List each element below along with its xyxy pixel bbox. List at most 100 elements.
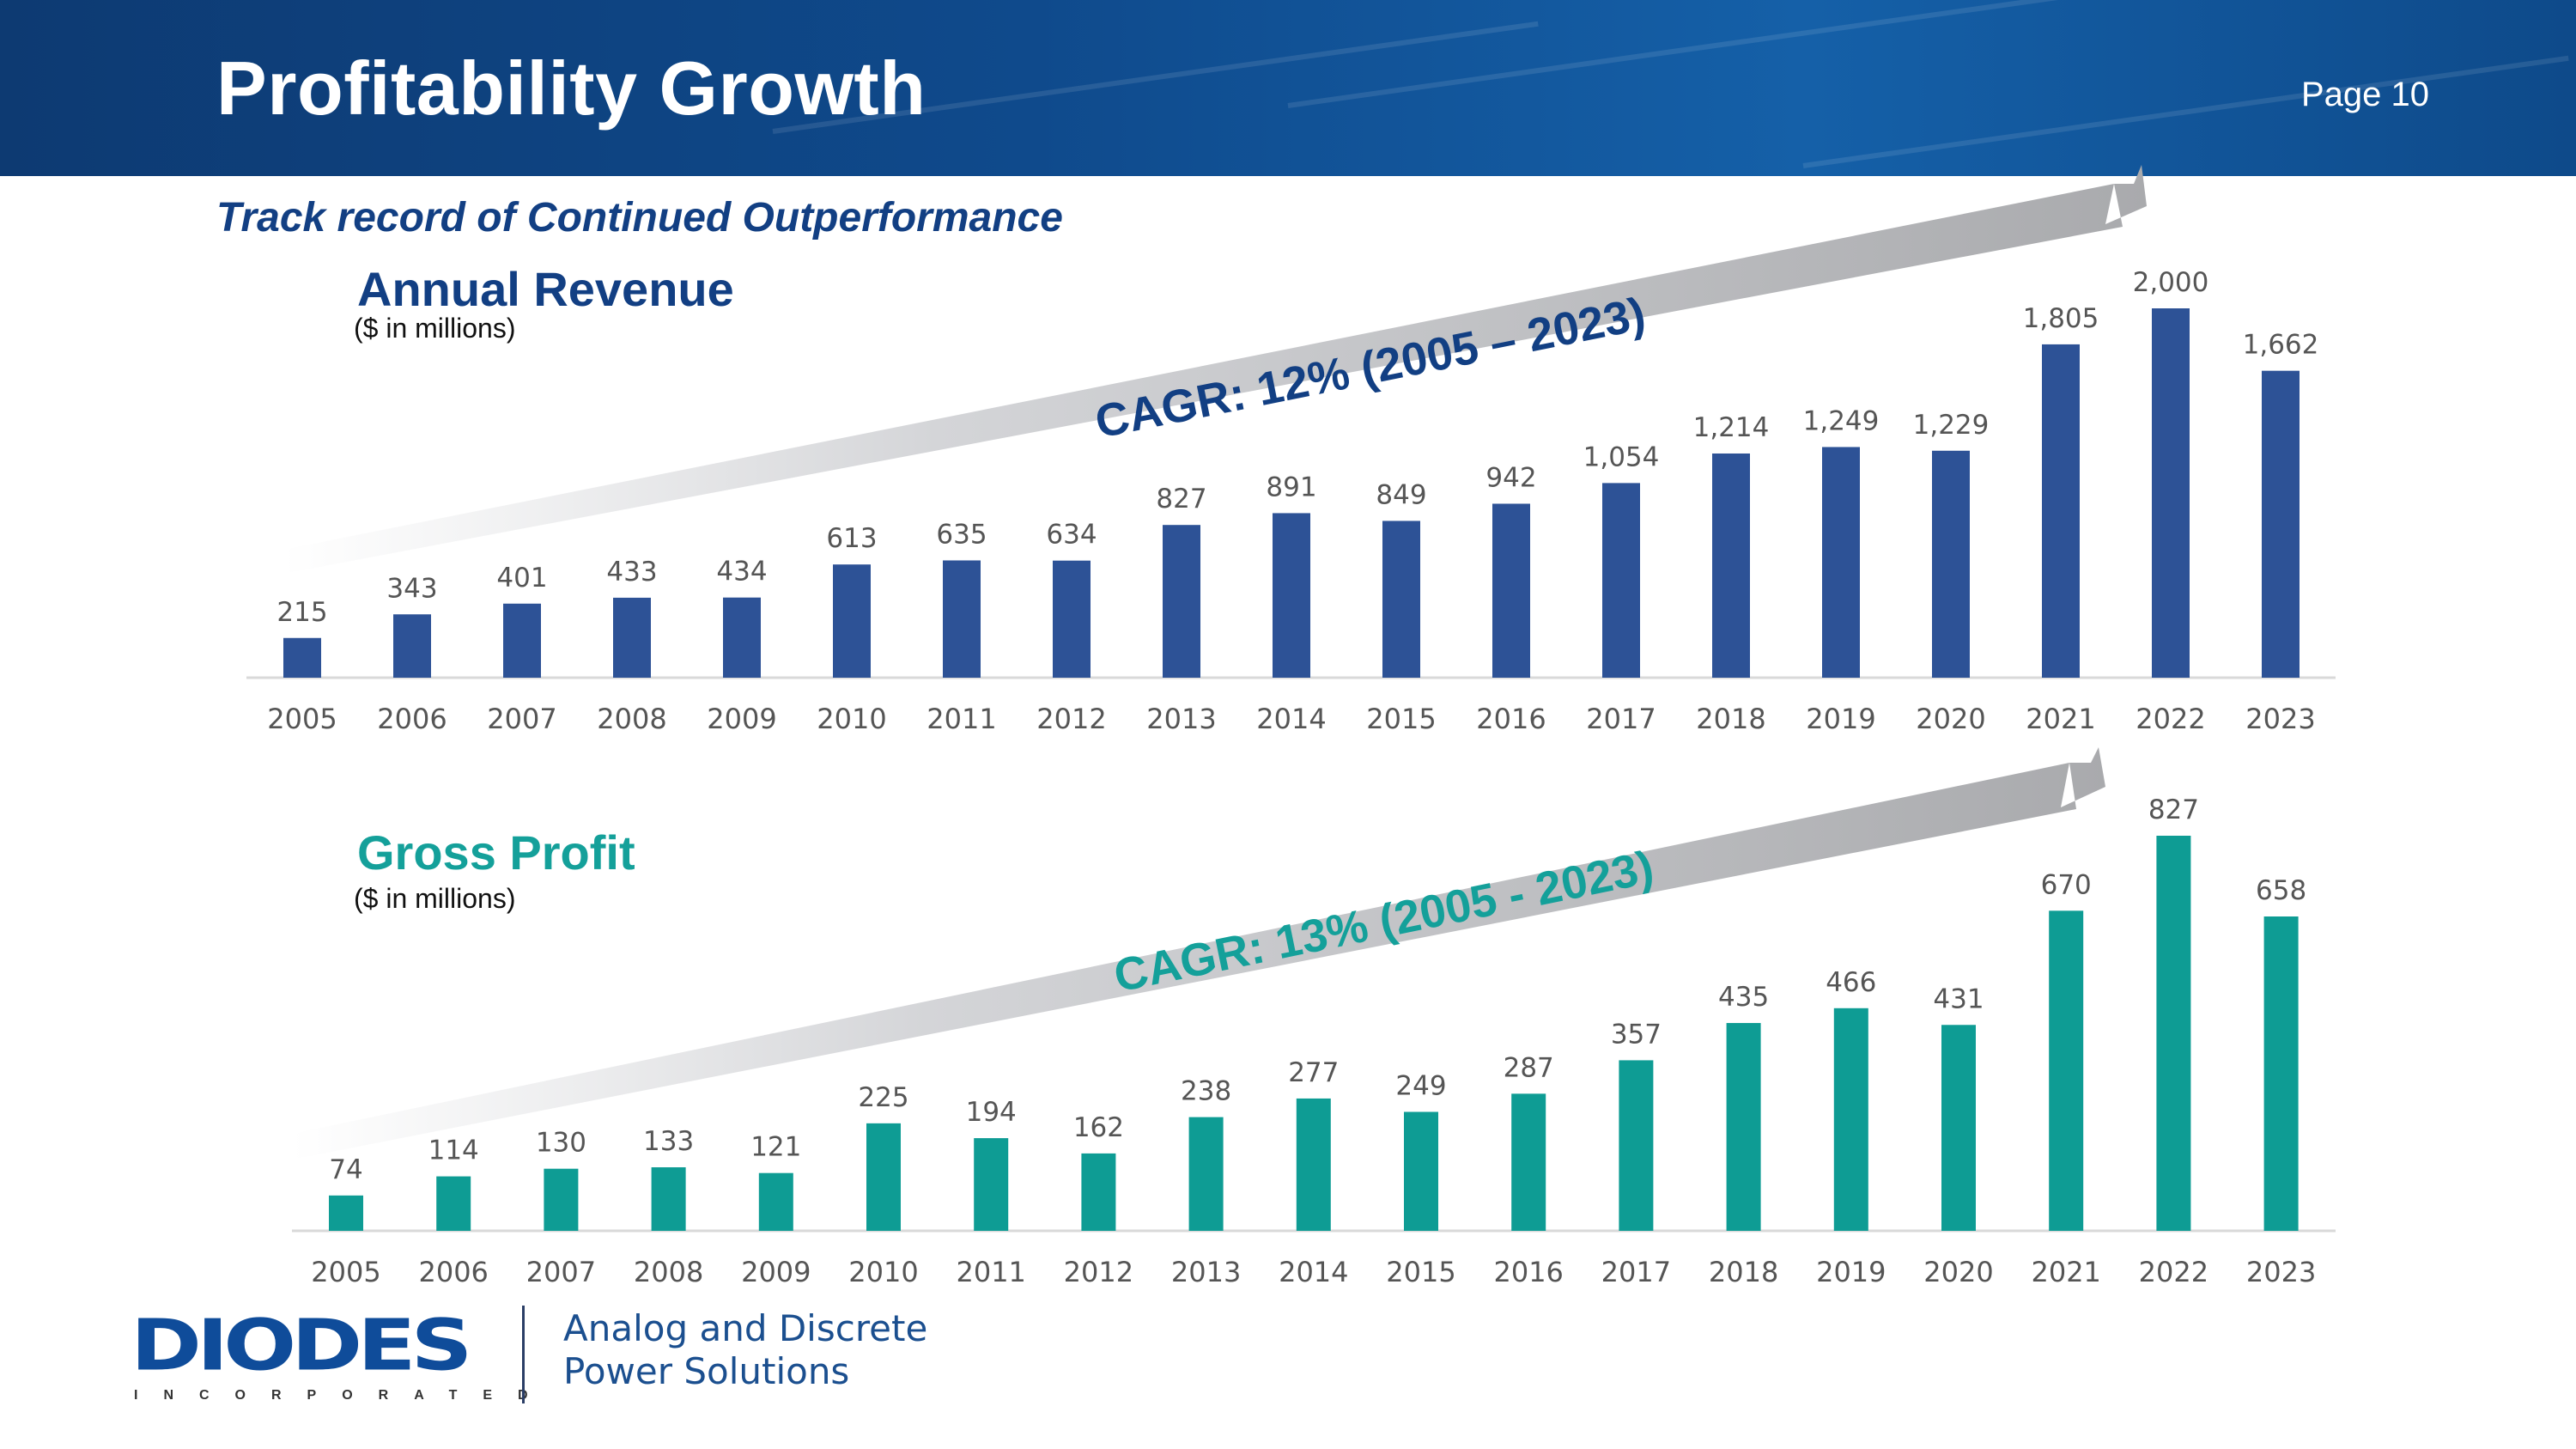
revenue-bar-2015 [1382, 521, 1420, 678]
profit-tick-label: 2014 [1279, 1256, 1348, 1288]
revenue-value-label: 1,214 [1693, 412, 1770, 443]
profit-bar-2005 [329, 1195, 363, 1231]
revenue-value-label: 634 [1046, 520, 1097, 551]
revenue-chart-title: Annual Revenue [357, 262, 734, 316]
revenue-tick-label: 2016 [1476, 703, 1546, 735]
revenue-bar-2010 [833, 564, 871, 678]
revenue-value-label: 827 [1156, 484, 1206, 514]
revenue-tick-label: 2012 [1036, 703, 1106, 735]
revenue-bar-2021 [2042, 344, 2080, 678]
revenue-value-label: 433 [606, 557, 657, 588]
profit-plot: 74 2005 114 2006 130 2007 133 2008 121 2009 225 201… [292, 795, 2336, 1288]
revenue-chart: 215 2005 343 2006 401 2007 433 2008 434 2009 613 20… [246, 165, 2336, 735]
revenue-value-label: 942 [1485, 462, 1536, 493]
profit-value-label: 431 [1933, 983, 1984, 1014]
revenue-value-label: 1,229 [1913, 410, 1990, 441]
slide-subtitle: Track record of Continued Outperformance [216, 195, 1063, 240]
revenue-bar-2017 [1602, 483, 1640, 678]
revenue-bar-2009 [723, 597, 761, 678]
profit-tick-label: 2010 [848, 1256, 918, 1288]
revenue-tick-label: 2021 [2026, 703, 2095, 735]
revenue-value-label: 401 [496, 563, 547, 594]
revenue-bar-2008 [613, 597, 651, 678]
revenue-tick-label: 2017 [1586, 703, 1656, 735]
profit-tick-label: 2005 [311, 1256, 380, 1288]
revenue-tick-label: 2011 [927, 703, 996, 735]
profit-bar-2011 [974, 1138, 1009, 1231]
profit-tick-label: 2019 [1816, 1256, 1886, 1288]
profit-value-label: 658 [2256, 875, 2306, 906]
revenue-tick-label: 2010 [817, 703, 886, 735]
revenue-value-label: 635 [936, 519, 987, 550]
profit-bar-2009 [758, 1172, 793, 1231]
revenue-tick-label: 2008 [597, 703, 666, 735]
revenue-value-label: 849 [1376, 479, 1426, 510]
profit-cagr-arrow [292, 747, 2105, 1160]
revenue-tick-label: 2020 [1916, 703, 1985, 735]
logo-subtext: INCORPORATED [134, 1388, 554, 1403]
profit-tick-label: 2006 [418, 1256, 488, 1288]
revenue-tick-label: 2018 [1696, 703, 1765, 735]
revenue-bar-2012 [1053, 560, 1091, 678]
logo-wordmark: DIODES [131, 1304, 473, 1386]
revenue-tick-label: 2014 [1256, 703, 1326, 735]
profit-bar-2007 [544, 1168, 579, 1231]
revenue-value-label: 891 [1266, 472, 1316, 502]
profit-bar-2023 [2263, 916, 2299, 1231]
profit-tick-label: 2016 [1493, 1256, 1563, 1288]
revenue-tick-label: 2022 [2136, 703, 2205, 735]
revenue-tick-label: 2019 [1806, 703, 1875, 735]
profit-tick-label: 2015 [1386, 1256, 1455, 1288]
profit-bar-2015 [1404, 1111, 1438, 1231]
profit-bar-2006 [436, 1176, 471, 1231]
profit-value-label: 466 [1826, 967, 1876, 998]
profit-tick-label: 2017 [1601, 1256, 1671, 1288]
profit-chart: 74 2005 114 2006 130 2007 133 2008 121 2009 225 201… [292, 747, 2336, 1288]
header-banner: Profitability Growth Page 10 [0, 0, 2576, 176]
profit-bar-2013 [1188, 1117, 1224, 1231]
profit-value-label: 287 [1504, 1052, 1554, 1083]
page-number: Page 10 [2301, 76, 2430, 113]
revenue-bar-2022 [2152, 308, 2190, 678]
revenue-tick-label: 2013 [1146, 703, 1216, 735]
profit-bar-2022 [2156, 836, 2191, 1231]
revenue-value-label: 343 [386, 573, 437, 604]
profit-tick-label: 2012 [1064, 1256, 1133, 1288]
revenue-cagr-label: CAGR: 12% (2005 – 2023) [1091, 288, 1649, 447]
revenue-tick-label: 2015 [1366, 703, 1436, 735]
profit-bar-2017 [1619, 1060, 1654, 1231]
profit-value-label: 670 [2041, 869, 2092, 900]
revenue-value-label: 1,805 [2023, 303, 2099, 334]
profit-bar-2016 [1511, 1093, 1546, 1231]
revenue-tick-label: 2005 [267, 703, 337, 735]
profit-value-label: 827 [2148, 795, 2199, 825]
revenue-bar-2011 [943, 560, 981, 678]
profit-tick-label: 2023 [2246, 1256, 2316, 1288]
revenue-cagr-arrow [283, 165, 2147, 574]
revenue-value-label: 434 [716, 557, 767, 588]
revenue-bar-2007 [503, 603, 541, 678]
profit-value-label: 435 [1718, 982, 1769, 1013]
profit-value-label: 121 [750, 1132, 801, 1163]
profit-bar-2020 [1941, 1025, 1976, 1231]
page-title: Profitability Growth [216, 46, 927, 131]
revenue-bar-2023 [2262, 370, 2300, 678]
profit-bar-2019 [1833, 1008, 1868, 1231]
profit-value-label: 130 [536, 1128, 586, 1159]
revenue-tick-label: 2006 [377, 703, 447, 735]
profit-chart-title: Gross Profit [357, 825, 635, 880]
profit-bar-2018 [1726, 1023, 1761, 1231]
revenue-bar-2005 [283, 637, 321, 678]
profit-bar-2010 [866, 1123, 901, 1231]
revenue-bar-2013 [1163, 525, 1200, 678]
revenue-value-label: 2,000 [2133, 267, 2209, 298]
profit-value-label: 162 [1073, 1112, 1124, 1143]
profit-tick-label: 2008 [634, 1256, 703, 1288]
revenue-plot: 215 2005 343 2006 401 2007 433 2008 434 2009 613 20… [246, 267, 2336, 735]
revenue-bar-2016 [1492, 503, 1530, 678]
revenue-bar-2019 [1822, 447, 1860, 678]
revenue-value-label: 1,054 [1583, 441, 1660, 472]
profit-value-label: 277 [1288, 1057, 1339, 1088]
revenue-unit-note: ($ in millions) [354, 313, 516, 344]
